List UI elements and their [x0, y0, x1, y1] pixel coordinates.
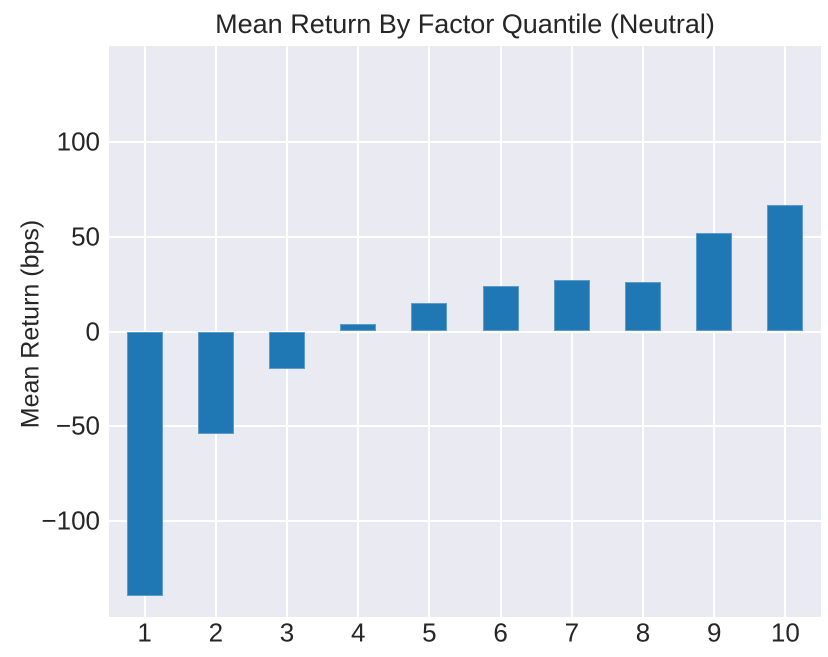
y-tick-label: −100: [41, 505, 100, 536]
x-tick-label: 4: [350, 617, 366, 648]
bar-quantile-9: [696, 233, 733, 332]
gridline-vertical: [428, 46, 431, 617]
gridline-vertical: [499, 46, 502, 617]
x-tick-label: 7: [564, 617, 580, 648]
x-tick-label: 6: [493, 617, 508, 648]
bar-quantile-2: [197, 331, 234, 434]
bar-quantile-4: [340, 323, 377, 332]
bar-quantile-8: [625, 282, 661, 332]
bar-quantile-7: [553, 280, 590, 332]
gridline-horizontal: [109, 425, 821, 428]
x-tick-label: 5: [422, 617, 437, 648]
bar-quantile-6: [482, 286, 519, 332]
gridline-vertical: [642, 46, 644, 617]
y-tick-label: 100: [56, 126, 100, 157]
x-tick-label: 8: [635, 617, 651, 648]
gridline-horizontal: [109, 235, 821, 238]
y-tick-label: 50: [71, 221, 100, 252]
gridline-vertical: [784, 46, 787, 617]
x-tick-label: 2: [208, 617, 224, 648]
chart-title: Mean Return By Factor Quantile (Neutral): [215, 9, 715, 39]
gridline-vertical: [570, 46, 573, 617]
gridline-vertical: [357, 46, 360, 617]
gridline-horizontal: [109, 519, 821, 522]
x-tick-label: 1: [137, 617, 152, 648]
bar-quantile-1: [126, 331, 163, 597]
y-tick-label: −50: [55, 410, 100, 441]
x-tick-label: 3: [279, 617, 295, 648]
gridline-horizontal: [109, 141, 821, 144]
bar-quantile-3: [269, 331, 305, 370]
bar-quantile-5: [411, 303, 448, 332]
y-tick-label: 0: [85, 316, 100, 346]
gridline-horizontal: [109, 330, 821, 333]
x-tick-label: 10: [770, 617, 800, 648]
plot-area: [109, 46, 821, 617]
bar-quantile-10: [767, 204, 804, 332]
gridline-vertical: [713, 46, 716, 617]
x-tick-label: 9: [706, 617, 722, 648]
